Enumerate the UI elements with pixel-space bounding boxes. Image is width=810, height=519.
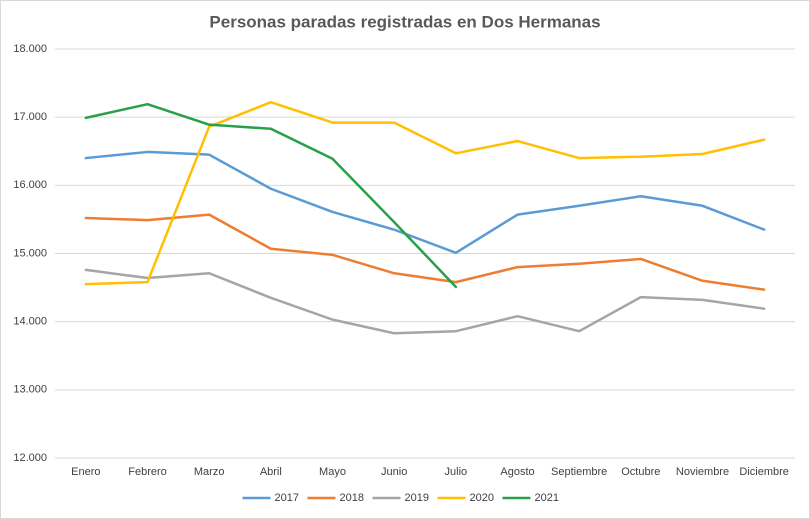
x-tick-label: Julio <box>445 466 468 478</box>
y-tick-label: 14.000 <box>13 316 47 328</box>
x-tick-label: Septiembre <box>551 466 607 478</box>
x-tick-label: Abril <box>260 466 282 478</box>
y-tick-label: 16.000 <box>13 179 47 191</box>
y-tick-label: 13.000 <box>13 384 47 396</box>
series-line <box>84 102 458 289</box>
x-tick-label: Marzo <box>194 466 225 478</box>
series-line <box>84 100 766 286</box>
x-tick-label: Octubre <box>621 466 660 478</box>
x-tick-label: Febrero <box>128 466 167 478</box>
legend-label: 2018 <box>340 492 364 504</box>
y-tick-label: 15.000 <box>13 247 47 259</box>
legend-label: 2019 <box>405 492 429 504</box>
x-tick-label: Agosto <box>500 466 534 478</box>
legend-label: 2017 <box>275 492 299 504</box>
chart-title: Personas paradas registradas en Dos Herm… <box>209 12 600 31</box>
series-line <box>84 268 766 335</box>
x-tick-label: Mayo <box>319 466 346 478</box>
series-line <box>84 213 766 291</box>
y-tick-label: 12.000 <box>13 452 47 464</box>
x-tick-label: Noviembre <box>676 466 729 478</box>
y-tick-label: 17.000 <box>13 111 47 123</box>
legend-label: 2020 <box>470 492 494 504</box>
legend-label: 2021 <box>535 492 559 504</box>
x-tick-label: Enero <box>71 466 100 478</box>
y-tick-label: 18.000 <box>13 43 47 55</box>
x-tick-label: Junio <box>381 466 407 478</box>
x-tick-label: Diciembre <box>739 466 789 478</box>
